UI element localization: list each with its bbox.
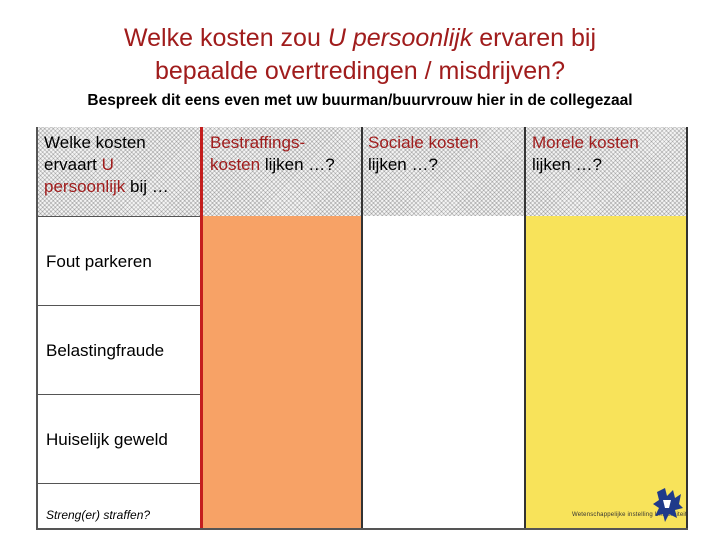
divider-row1 bbox=[38, 305, 202, 306]
header-col1-u: U bbox=[101, 155, 114, 174]
divider-header bbox=[38, 216, 202, 217]
title-emphasis: U persoonlijk bbox=[327, 24, 473, 52]
column-divider-2 bbox=[361, 127, 363, 528]
header-col4-line2: lijken …? bbox=[532, 155, 602, 174]
logo-text: Wetenschappelijke instelling Universitei… bbox=[572, 512, 687, 518]
header-col2-line1: Bestraffings- bbox=[210, 133, 306, 152]
header-punishment-cost: Bestraffings- kosten lijken …? bbox=[202, 127, 363, 176]
moral-cost-column bbox=[526, 216, 688, 528]
row-label-tax-fraud: Belastingfraude bbox=[46, 341, 165, 360]
header-personal-cost: Welke kosten ervaart U persoonlijk bij … bbox=[38, 127, 202, 198]
header-col2-rest: lijken …? bbox=[260, 155, 335, 174]
footer-question: Streng(er) straffen? bbox=[46, 508, 151, 522]
divider-row2 bbox=[38, 394, 202, 395]
header-col2-kosten: kosten bbox=[210, 155, 261, 174]
header-social-cost: Sociale kosten lijken …? bbox=[363, 127, 526, 176]
slide-subtitle: Bespreek dit eens even met uw buurman/bu… bbox=[87, 92, 633, 109]
column-divider-right bbox=[686, 127, 688, 528]
header-col3-line1: Sociale kosten bbox=[368, 133, 479, 152]
row-label-domestic-violence: Huiselijk geweld bbox=[46, 430, 168, 449]
header-moral-cost: Morele kosten lijken …? bbox=[526, 127, 688, 176]
divider-row3 bbox=[38, 483, 202, 484]
header-col1-line2a: ervaart bbox=[44, 155, 102, 174]
title-part2: ervaren bij bbox=[472, 24, 596, 52]
social-cost-column bbox=[363, 216, 524, 528]
table-header-row bbox=[38, 127, 688, 216]
title-part1: Welke kosten zou bbox=[124, 24, 328, 52]
slide-title: Welke kosten zou U persoonlijk ervaren b… bbox=[0, 22, 720, 88]
header-col1-line1: Welke kosten bbox=[44, 133, 146, 152]
title-line2: bepaalde overtredingen / misdrijven? bbox=[155, 57, 565, 85]
red-column-divider bbox=[200, 127, 203, 528]
university-crest-icon bbox=[651, 486, 685, 531]
punishment-cost-column bbox=[202, 216, 361, 528]
header-col4-line1: Morele kosten bbox=[532, 133, 639, 152]
row-label-parking: Fout parkeren bbox=[46, 252, 152, 271]
cost-table: Welke kosten ervaart U persoonlijk bij …… bbox=[36, 127, 688, 530]
header-col1-personal: persoonlijk bbox=[44, 177, 126, 196]
column-divider-3 bbox=[524, 127, 526, 528]
header-col3-line2: lijken …? bbox=[368, 155, 438, 174]
header-col1-line3b: bij … bbox=[125, 177, 169, 196]
